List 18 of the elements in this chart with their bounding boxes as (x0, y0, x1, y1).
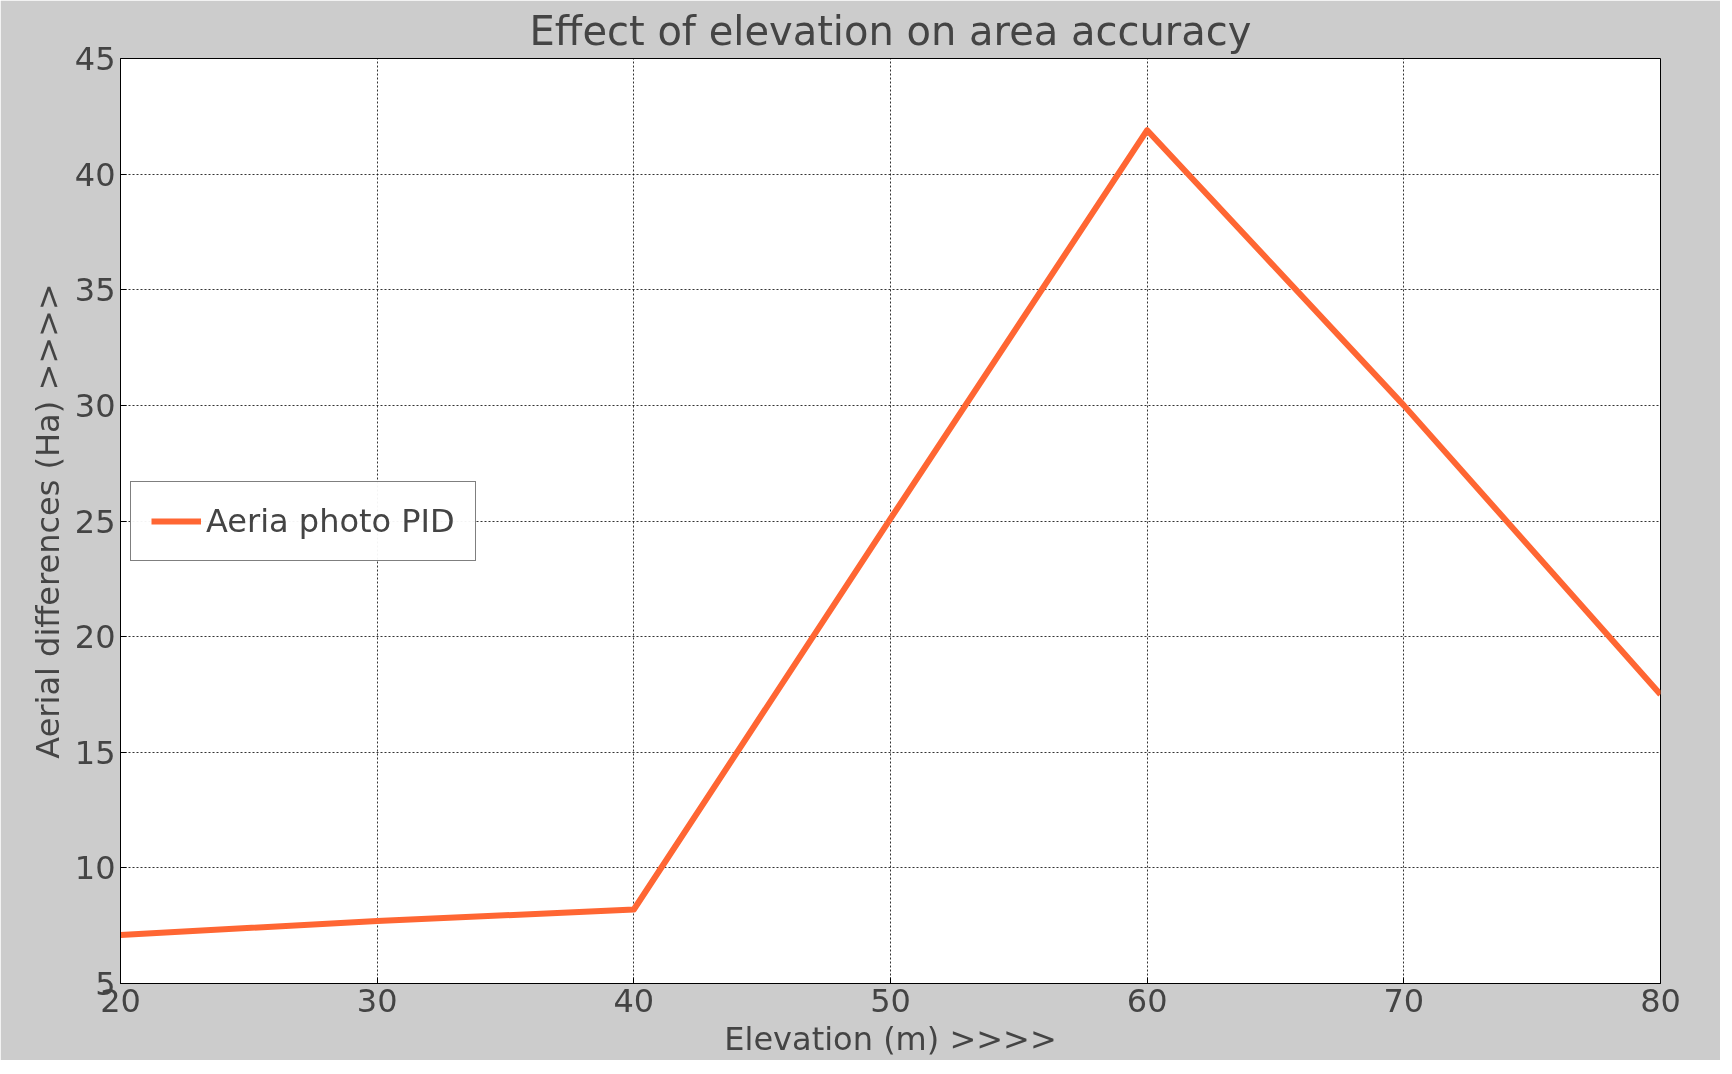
chart-title: Effect of elevation on area accuracy (529, 7, 1252, 54)
x-axis-title: Elevation (m) >>>> (724, 1019, 1057, 1058)
y-tick-label: 45 (74, 40, 116, 78)
y-tick-label: 20 (74, 618, 116, 657)
x-tick-label: 70 (1383, 981, 1425, 1020)
y-tick-label: 25 (74, 502, 116, 541)
x-tick-label: 40 (613, 981, 655, 1020)
x-tick-label: 60 (1126, 981, 1168, 1020)
y-tick-label: 35 (74, 271, 116, 310)
x-tick-label: 50 (870, 981, 911, 1020)
y-tick-label: 10 (74, 849, 116, 888)
legend-label: Aeria photo PID (206, 501, 455, 540)
x-tick-label: 80 (1640, 981, 1681, 1020)
y-axis-title: Aerial differences (Ha) >>>> (28, 283, 67, 759)
y-tick-label: 40 (74, 155, 116, 194)
y-tick-label: 30 (74, 386, 116, 425)
x-tick-label: 30 (356, 981, 398, 1020)
y-tick-label: 15 (74, 733, 116, 772)
